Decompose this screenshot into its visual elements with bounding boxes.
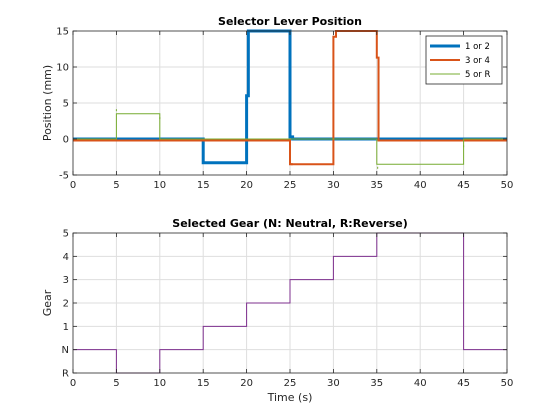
x-tick-label: 20 <box>240 180 253 191</box>
y-tick-label: 5 <box>63 229 69 240</box>
y-tick-label: 3 <box>63 275 69 286</box>
series-line-1-or-2 <box>73 29 507 165</box>
x-tick-label: 50 <box>501 378 514 389</box>
chart-title: Selected Gear (N: Neutral, R:Reverse) <box>172 217 407 230</box>
x-tick-label: 35 <box>370 180 383 191</box>
x-tick-label: 5 <box>113 180 119 191</box>
x-tick-label: 35 <box>370 378 383 389</box>
y-tick-label: 4 <box>63 252 69 263</box>
x-tick-label: 40 <box>414 378 427 389</box>
x-tick-label: 10 <box>153 180 166 191</box>
x-tick-label: 15 <box>197 180 210 191</box>
y-axis-label: Position (mm) <box>41 65 54 141</box>
x-tick-label: 50 <box>501 180 514 191</box>
y-tick-label: R <box>62 369 69 380</box>
x-tick-label: 25 <box>284 180 297 191</box>
y-tick-label: 15 <box>56 27 69 38</box>
x-tick-label: 30 <box>327 180 340 191</box>
x-tick-label: 15 <box>197 378 210 389</box>
series-line-5-or-R <box>73 113 507 165</box>
y-tick-label: 1 <box>63 322 69 333</box>
x-tick-label: 40 <box>414 180 427 191</box>
x-tick-label: 45 <box>457 378 470 389</box>
legend-entry: 3 or 4 <box>465 56 490 66</box>
series-line-3-or-4 <box>73 30 507 166</box>
x-tick-label: 0 <box>70 180 76 191</box>
y-tick-label: N <box>62 345 69 356</box>
x-tick-label: 25 <box>284 378 297 389</box>
legend-entry: 1 or 2 <box>465 42 490 52</box>
y-axis-label: Gear <box>41 289 54 316</box>
y-tick-label: -5 <box>59 171 69 182</box>
chart-title: Selector Lever Position <box>218 15 362 28</box>
y-tick-label: 5 <box>63 99 69 110</box>
x-axis-label: Time (s) <box>267 391 313 404</box>
y-tick-label: 0 <box>63 135 69 146</box>
x-tick-label: 45 <box>457 180 470 191</box>
y-tick-label: 2 <box>63 299 69 310</box>
x-tick-label: 0 <box>70 378 76 389</box>
legend-entry: 5 or R <box>465 70 491 80</box>
x-tick-label: 20 <box>240 378 253 389</box>
y-tick-label: 10 <box>56 63 69 74</box>
x-tick-label: 10 <box>153 378 166 389</box>
x-tick-label: 30 <box>327 378 340 389</box>
x-tick-label: 5 <box>113 378 119 389</box>
